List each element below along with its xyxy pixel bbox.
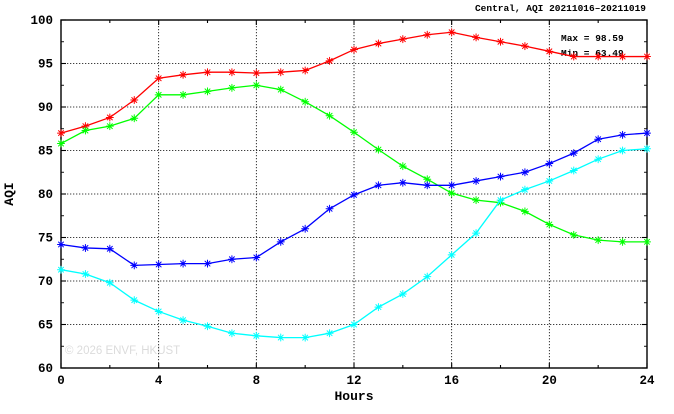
svg-text:Hours: Hours [334, 389, 373, 404]
svg-text:100: 100 [30, 14, 53, 28]
svg-text:Max = 98.59: Max = 98.59 [561, 33, 624, 44]
svg-text:AQI: AQI [2, 182, 17, 205]
svg-text:12: 12 [346, 374, 361, 388]
svg-text:4: 4 [155, 374, 163, 388]
svg-text:8: 8 [253, 374, 261, 388]
svg-text:© 2026 ENVF, HKUST: © 2026 ENVF, HKUST [65, 345, 180, 357]
svg-text:85: 85 [38, 145, 53, 159]
svg-text:20: 20 [542, 374, 557, 388]
svg-text:80: 80 [38, 188, 53, 202]
svg-text:65: 65 [38, 319, 53, 333]
svg-text:70: 70 [38, 275, 53, 289]
svg-text:0: 0 [57, 374, 65, 388]
svg-text:95: 95 [38, 58, 53, 72]
svg-text:75: 75 [38, 232, 53, 246]
svg-text:24: 24 [639, 374, 655, 388]
svg-text:16: 16 [444, 374, 459, 388]
svg-text:Central, AQI 20211016–20211019: Central, AQI 20211016–20211019 [475, 3, 646, 14]
svg-text:90: 90 [38, 101, 53, 115]
svg-text:Min = 63.49: Min = 63.49 [561, 48, 624, 59]
svg-text:60: 60 [38, 362, 53, 376]
